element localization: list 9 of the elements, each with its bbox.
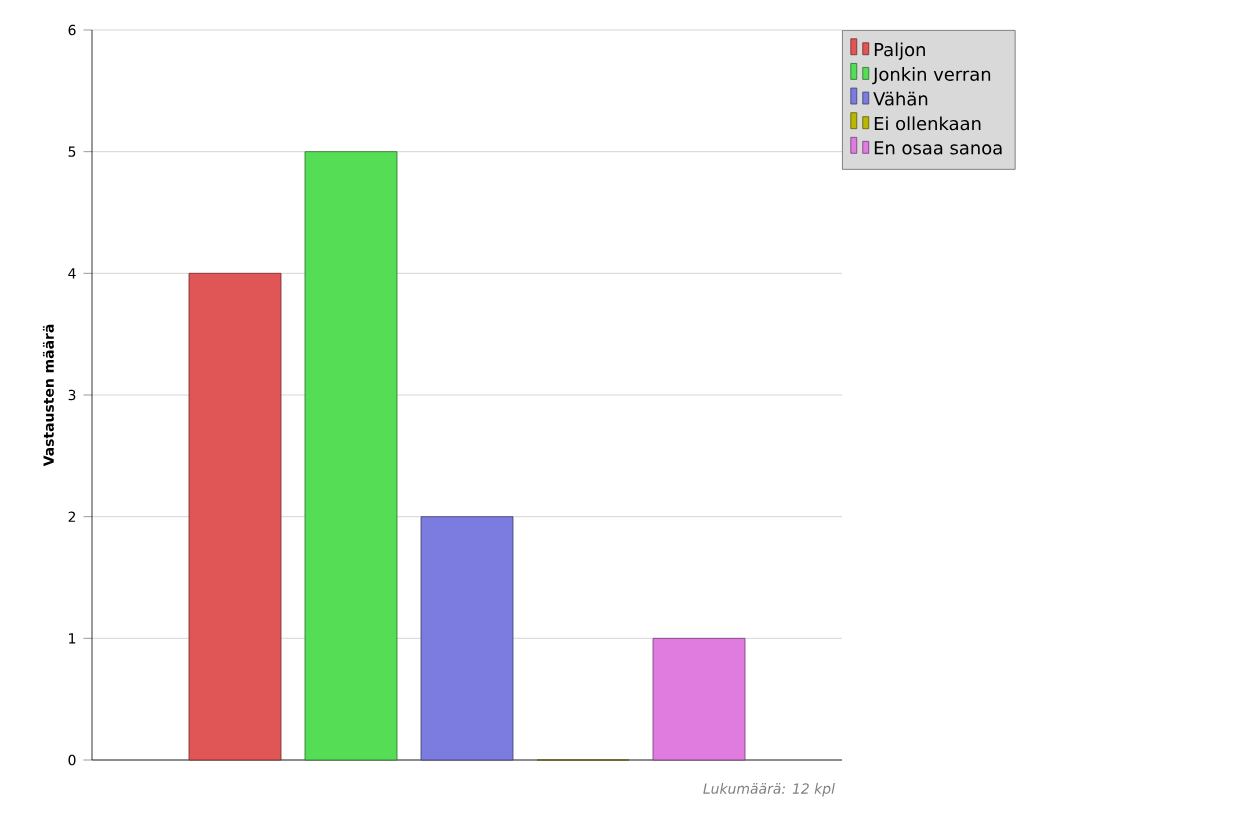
bar bbox=[420, 516, 514, 761]
legend-label: Paljon bbox=[874, 42, 925, 60]
legend-label: Jonkin verran bbox=[872, 67, 991, 85]
legend-label: Vähän bbox=[873, 91, 928, 106]
legend-label: En osaa sanoa bbox=[874, 141, 1002, 155]
bar bbox=[652, 637, 746, 761]
bar bbox=[188, 272, 282, 761]
bar bbox=[304, 151, 398, 761]
legend-label: Ei ollenkaan bbox=[874, 116, 981, 131]
